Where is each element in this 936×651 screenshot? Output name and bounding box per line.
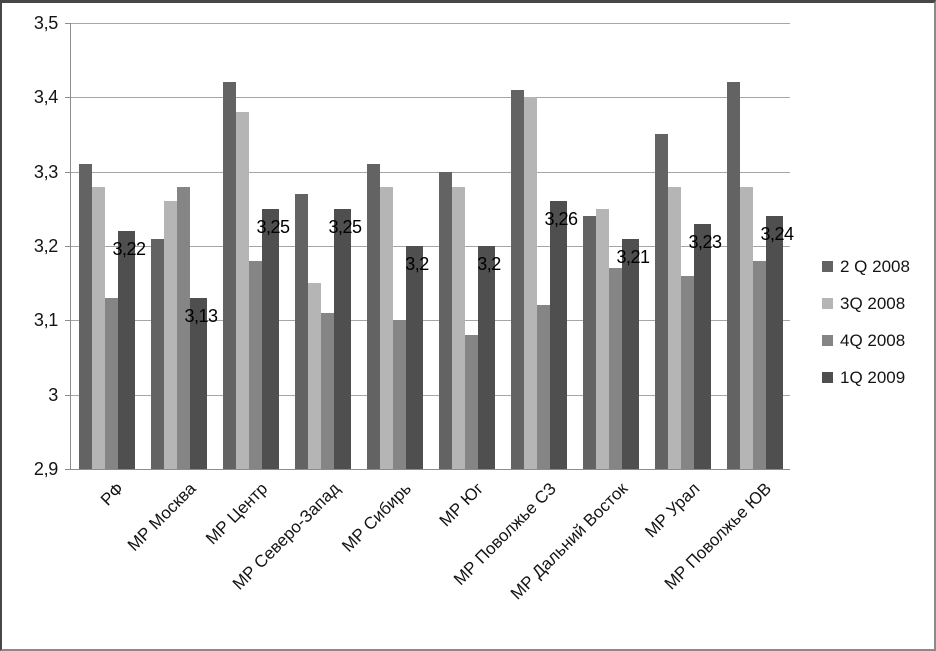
bar-s4-МР Поволжье СЗ	[550, 201, 567, 469]
x-category-label: МР Центр	[202, 479, 272, 549]
y-tick-label: 3,3	[33, 162, 58, 182]
bar-s3-МР Поволжье СЗ	[537, 305, 550, 469]
legend: 2 Q 2008 3Q 2008 4Q 2008 1Q 2009	[822, 257, 910, 405]
x-axis-line	[70, 469, 790, 470]
legend-entry-2: 3Q 2008	[822, 294, 910, 331]
data-label: 3,24	[760, 224, 794, 244]
bar-s2-МР Москва	[164, 201, 177, 469]
bar-s2-МР Северо-Запад	[308, 283, 321, 469]
y-tick-label: 3,4	[33, 87, 58, 107]
gridline	[70, 320, 790, 321]
y-axis-tick	[65, 320, 70, 321]
bar-s2-МР Юг	[452, 187, 465, 469]
y-axis-tick	[65, 395, 70, 396]
bar-s1-МР Урал	[655, 134, 668, 469]
data-label: 3,2	[477, 254, 501, 274]
bar-s1-МР Центр	[223, 82, 236, 469]
bar-s3-МР Поволжье ЮВ	[753, 261, 766, 469]
bar-s3-МР Юг	[465, 335, 478, 469]
data-label: 3,22	[112, 239, 146, 259]
data-label: 3,21	[616, 247, 650, 267]
y-tick-label: 3,2	[33, 236, 58, 256]
bar-s4-МР Сибирь	[406, 246, 423, 469]
bar-s1-МР Москва	[151, 239, 164, 469]
legend-entry-1: 2 Q 2008	[822, 257, 910, 294]
data-label: 3,25	[256, 217, 290, 237]
bar-s3-РФ	[105, 298, 118, 469]
gridline	[70, 172, 790, 173]
data-label: 3,2	[405, 254, 429, 274]
y-tick-label: 3	[48, 385, 58, 405]
legend-swatch-icon	[822, 372, 833, 383]
legend-label: 4Q 2008	[840, 331, 906, 350]
legend-swatch-icon	[822, 298, 833, 309]
bar-s2-МР Поволжье ЮВ	[740, 187, 753, 469]
data-label: 3,25	[328, 217, 362, 237]
x-category-label: МР Сибирь	[338, 479, 416, 556]
bar-s4-МР Центр	[262, 209, 279, 469]
bar-s3-МР Сибирь	[393, 320, 406, 469]
bar-s2-МР Урал	[668, 187, 681, 469]
bar-s2-МР Сибирь	[380, 187, 393, 469]
data-label: 3,26	[544, 209, 578, 229]
bar-s3-МР Москва	[177, 187, 190, 469]
bar-s3-МР Дальний Восток	[609, 268, 622, 469]
x-category-label: МР Урал	[641, 479, 704, 542]
x-category-label: РФ	[96, 479, 128, 510]
y-axis-tick	[65, 172, 70, 173]
x-category-label: МР Москва	[123, 479, 200, 555]
legend-swatch-icon	[822, 261, 833, 272]
y-tick-label: 2,9	[33, 459, 58, 479]
bar-s4-МР Юг	[478, 246, 495, 469]
bar-s2-МР Поволжье СЗ	[524, 97, 537, 469]
legend-entry-3: 4Q 2008	[822, 331, 910, 368]
bar-s1-РФ	[79, 164, 92, 469]
bar-s4-МР Урал	[694, 224, 711, 469]
bar-s2-МР Центр	[236, 112, 249, 469]
bar-s1-МР Поволжье СЗ	[511, 90, 524, 469]
legend-label: 1Q 2009	[840, 368, 906, 387]
bar-s4-МР Москва	[190, 298, 207, 469]
bar-s1-МР Сибирь	[367, 164, 380, 469]
bar-s4-МР Дальний Восток	[622, 239, 639, 469]
bar-s4-МР Поволжье ЮВ	[766, 216, 783, 469]
bar-s1-МР Поволжье ЮВ	[727, 82, 740, 469]
gridline	[70, 395, 790, 396]
bar-s4-МР Северо-Запад	[334, 209, 351, 469]
y-tick-label: 3,1	[33, 310, 58, 330]
bar-s3-МР Центр	[249, 261, 262, 469]
legend-label: 3Q 2008	[840, 294, 906, 313]
y-axis-tick	[65, 97, 70, 98]
bar-s2-МР Дальний Восток	[596, 209, 609, 469]
gridline	[70, 97, 790, 98]
y-tick-label: 3,5	[33, 13, 58, 33]
y-axis-tick	[65, 23, 70, 24]
y-axis-tick	[65, 246, 70, 247]
bar-s1-МР Юг	[439, 172, 452, 469]
bar-s1-МР Дальний Восток	[583, 216, 596, 469]
bar-s1-МР Северо-Запад	[295, 194, 308, 469]
legend-swatch-icon	[822, 335, 833, 346]
x-category-label: МР Юг	[436, 479, 488, 531]
bar-s2-РФ	[92, 187, 105, 469]
bar-s3-МР Северо-Запад	[321, 313, 334, 469]
y-axis-line	[70, 23, 71, 469]
gridline	[70, 246, 790, 247]
gridline	[70, 23, 790, 24]
bar-s4-РФ	[118, 231, 135, 469]
data-label: 3,13	[184, 306, 218, 326]
y-axis-tick	[65, 469, 70, 470]
data-label: 3,23	[688, 232, 722, 252]
legend-entry-4: 1Q 2009	[822, 368, 910, 405]
legend-label: 2 Q 2008	[840, 257, 910, 276]
bar-s3-МР Урал	[681, 276, 694, 469]
